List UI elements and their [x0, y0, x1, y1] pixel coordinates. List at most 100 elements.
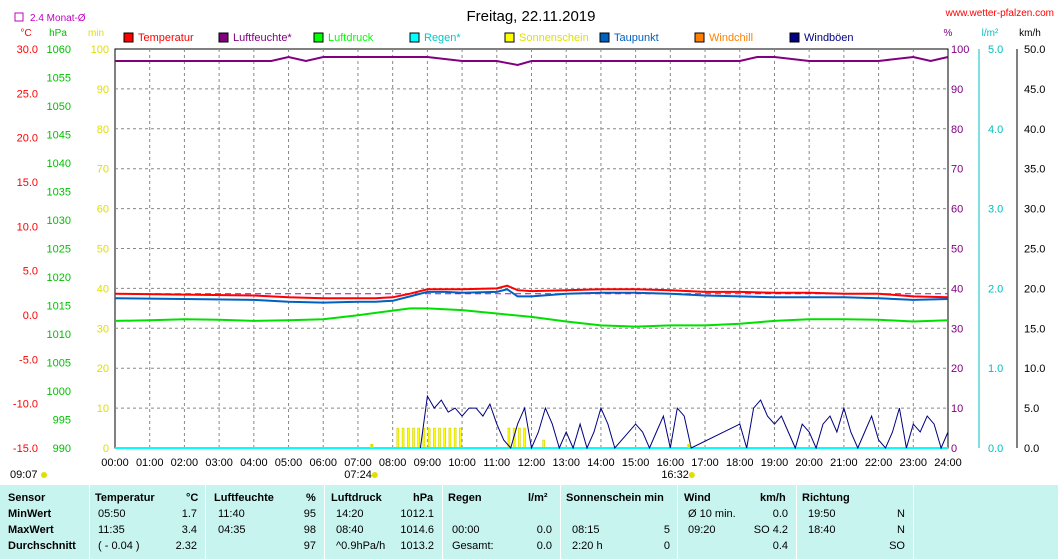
- x-tick: 05:00: [275, 457, 303, 469]
- tick-wind: 0.0: [1024, 443, 1039, 455]
- tick-wind: 20.0: [1024, 283, 1045, 295]
- legend-label: Windchill: [709, 32, 753, 44]
- cell-p_time: 14:20: [336, 508, 364, 520]
- sun-icon: [41, 472, 47, 478]
- tick-temp: 15.0: [17, 177, 38, 189]
- tick-wind: 10.0: [1024, 363, 1045, 375]
- col-press-unit: hPa: [413, 492, 434, 504]
- tick-humidity: 20: [951, 363, 963, 375]
- cell-d_val: N: [897, 508, 905, 520]
- tick-humidity: 90: [951, 84, 963, 96]
- col-temp-unit: °C: [186, 492, 199, 504]
- x-tick: 13:00: [552, 457, 580, 469]
- tick-temp: 30.0: [17, 44, 38, 56]
- col-hum: Luftfeuchte: [214, 492, 274, 504]
- x-tick: 09:00: [414, 457, 442, 469]
- tick-rain: 1.0: [988, 363, 1003, 375]
- tick-sunshine: 0: [103, 443, 109, 455]
- legend-swatch: [409, 32, 420, 43]
- tick-rain: 4.0: [988, 124, 1003, 136]
- legend-swatch: [599, 32, 610, 43]
- cell-h_val: 97: [303, 540, 316, 552]
- x-tick: 07:00: [344, 457, 372, 469]
- avg-label: 2.4 Monat-Ø: [30, 13, 86, 24]
- unit-sunshine: min: [88, 28, 104, 39]
- cell-r_time: 00:00: [452, 524, 480, 536]
- tick-sunshine: 60: [97, 204, 109, 216]
- tick-humidity: 40: [951, 283, 963, 295]
- sunshine-bar: [453, 427, 457, 449]
- sunshine-bar: [542, 439, 545, 449]
- sunshine-bar: [407, 427, 410, 449]
- cell-w_val: 0.4: [772, 540, 788, 552]
- tick-pressure: 1015: [47, 301, 71, 313]
- legend-label: Temperatur: [138, 32, 194, 44]
- tick-wind: 35.0: [1024, 164, 1045, 176]
- x-tick: 17:00: [691, 457, 719, 469]
- tick-humidity: 60: [951, 204, 963, 216]
- cell-label: MinWert: [8, 508, 52, 520]
- sunshine-bar: [433, 427, 436, 449]
- tick-pressure: 1060: [47, 44, 71, 56]
- legend-label: Sonnenschein: [519, 32, 589, 44]
- col-temp: Temperatur: [95, 492, 155, 504]
- legend-label: Taupunkt: [614, 32, 659, 44]
- table-header-row: Sensor Temperatur °C Luftfeuchte % Luftd…: [0, 492, 1058, 508]
- tick-sunshine: 10: [97, 403, 109, 415]
- legend-label: Luftfeuchte*: [233, 32, 292, 44]
- x-tick: 06:00: [309, 457, 337, 469]
- x-tick: 22:00: [865, 457, 893, 469]
- sunshine-bar: [401, 427, 405, 449]
- tick-pressure: 1050: [47, 101, 71, 113]
- axes: 30.0 25.0 20.0 15.0 10.0 5.0 0.0 -5.0 -10.0 -15.0…: [13, 44, 1046, 455]
- tick-sunshine: 40: [97, 283, 109, 295]
- site-link[interactable]: www.wetter-pfalzen.com: [945, 8, 1054, 19]
- tick-wind: 30.0: [1024, 204, 1045, 216]
- cell-s_val: 0: [663, 540, 670, 552]
- legend-swatch: [504, 32, 515, 43]
- sunrise-label: 07:24: [344, 469, 372, 481]
- axis-units: °C hPa min% l/m² km/h: [20, 28, 1040, 39]
- x-tick: 21:00: [830, 457, 858, 469]
- col-press: Luftdruck: [331, 492, 382, 504]
- tick-pressure: 1055: [47, 73, 71, 85]
- x-tick: 11:00: [483, 457, 510, 469]
- table-row: Durchschnitt ( - 0.04 ) 2.32 97 ^0.9hPa/h 101…: [0, 540, 1058, 556]
- sunshine-bar: [443, 427, 446, 449]
- cell-d_val: SO: [889, 540, 905, 552]
- gust-line: [419, 394, 949, 450]
- grid: [114, 48, 949, 449]
- series: [114, 55, 949, 450]
- table-row: MinWert 05:50 1.7 11:40 95 14:20 1012.1 Ø 10 mi…: [0, 508, 1058, 524]
- cell-p_val: 1013.2: [400, 540, 434, 552]
- table-row: MaxWert 11:35 3.4 04:35 98 08:40 1014.6 00:00 0.…: [0, 524, 1058, 540]
- tick-rain: 0.0: [988, 443, 1003, 455]
- legend-label: Regen*: [424, 32, 461, 44]
- cell-w_time: 09:20: [688, 524, 716, 536]
- x-tick: 00:00: [101, 457, 129, 469]
- tick-temp: 5.0: [23, 266, 38, 278]
- tick-sunshine: 30: [97, 323, 109, 335]
- legend-label: Luftdruck: [328, 32, 374, 44]
- sunshine-bar: [518, 427, 521, 449]
- avg-marker-icon: [14, 12, 24, 22]
- unit-humidity: %: [944, 28, 953, 39]
- x-axis: 00:00 01:00 02:00 03:00 04:00 05:00 06:00 07:00…: [10, 444, 962, 481]
- x-tick: 12:00: [518, 457, 546, 469]
- unit-wind: km/h: [1019, 28, 1041, 39]
- tick-rain: 5.0: [988, 44, 1003, 56]
- cell-s_time: 08:15: [572, 524, 600, 536]
- cell-t_time: 05:50: [98, 508, 126, 520]
- tick-wind: 50.0: [1024, 44, 1045, 56]
- col-wind: Wind: [684, 492, 711, 504]
- cell-d_val: N: [897, 524, 905, 536]
- x-tick: 23:00: [900, 457, 928, 469]
- tick-sunshine: 100: [91, 44, 109, 56]
- cell-w_val: 0.0: [772, 508, 788, 520]
- humidity-line: [115, 55, 949, 67]
- tick-temp: -15.0: [13, 443, 38, 455]
- x-tick: 10:00: [448, 457, 476, 469]
- cell-t_time: ( - 0.04 ): [98, 540, 140, 552]
- x-tick: 04:00: [240, 457, 268, 469]
- cell-p_time: ^0.9hPa/h: [336, 540, 386, 552]
